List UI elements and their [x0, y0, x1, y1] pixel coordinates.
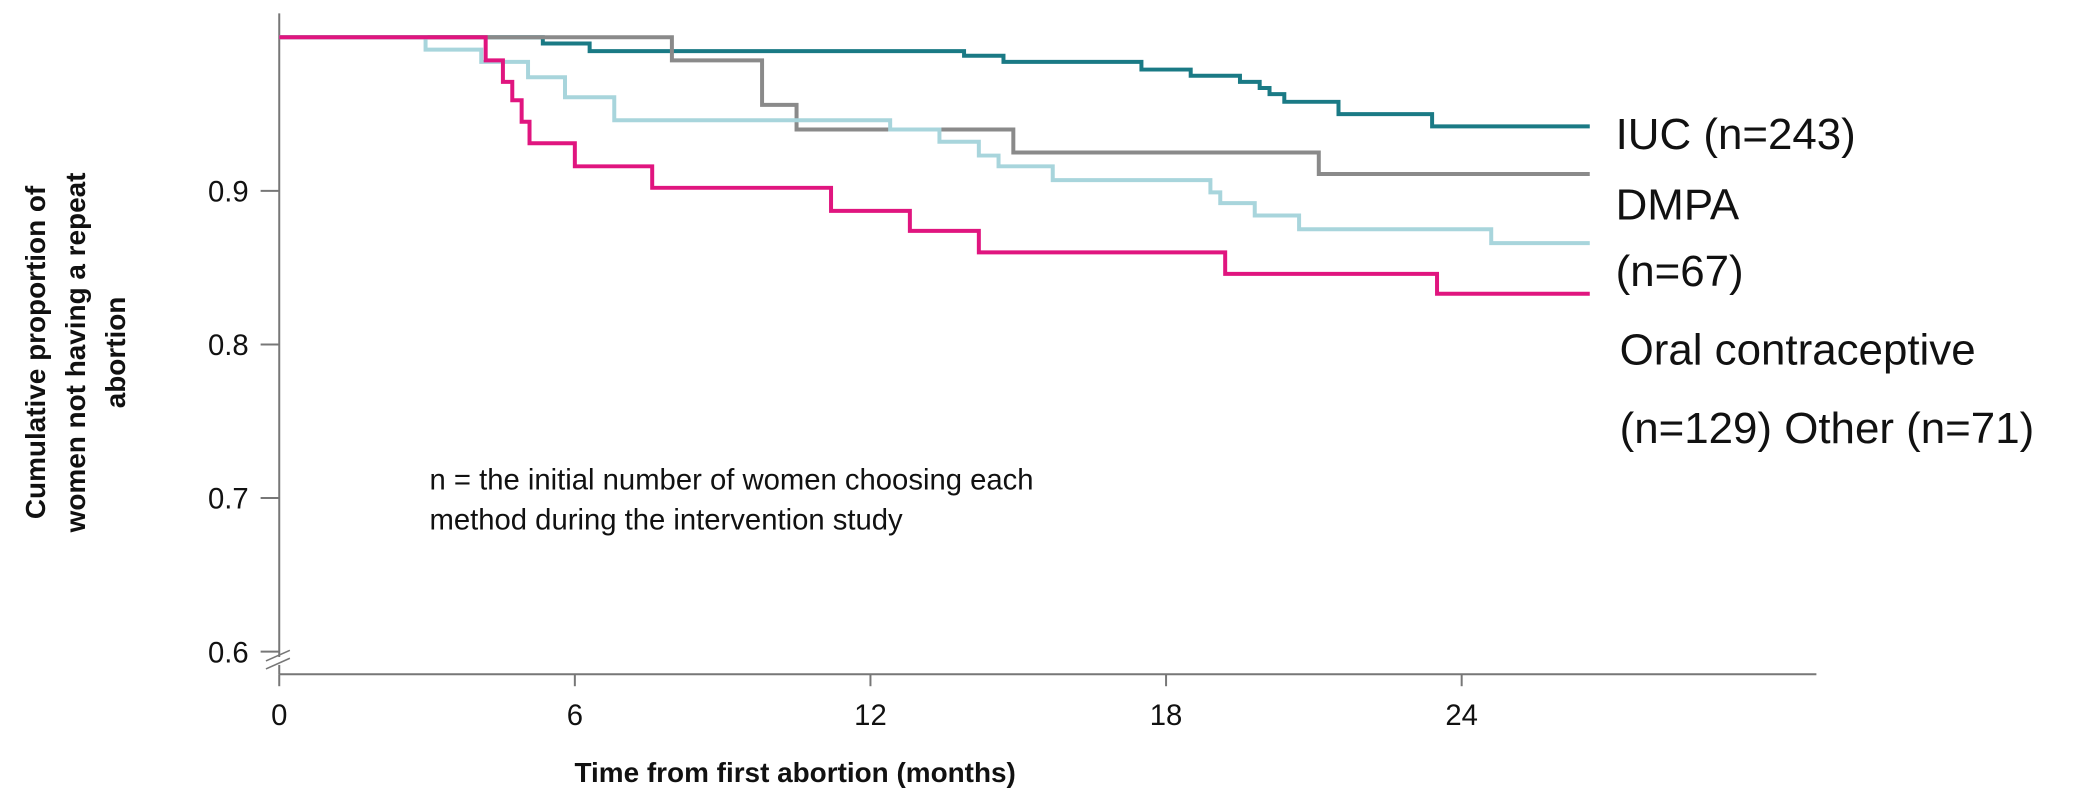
annotation: n = the initial number of women choosing… [429, 464, 1033, 496]
x-axis-title: Time from first abortion (months) [575, 757, 1016, 788]
legend-label: (n=129) Other (n=71) [1620, 404, 2035, 453]
legend-label: (n=67) [1616, 247, 1744, 296]
x-tick-label: 24 [1445, 700, 1478, 732]
survival-line [279, 35, 1590, 129]
y-tick-label: 0.9 [208, 177, 249, 209]
survival-line [279, 35, 1590, 176]
y-axis-title-line: abortion [100, 297, 131, 409]
y-tick-label: 0.8 [208, 330, 249, 362]
legend-label: Oral contraceptive [1620, 325, 1976, 374]
x-tick-label: 6 [567, 700, 583, 732]
legend-label: DMPA [1616, 180, 1740, 229]
legend-label: IUC (n=243) [1616, 110, 1856, 159]
axis-break [265, 649, 291, 662]
y-axis-title-line: Cumulative proportion of [20, 185, 51, 519]
x-tick-label: 0 [271, 700, 287, 732]
y-tick-label: 0.7 [208, 484, 249, 516]
y-axis-title: Cumulative proportion of women not havin… [20, 173, 131, 534]
x-tick-label: 18 [1150, 700, 1183, 732]
annotation: method during the intervention study [429, 504, 903, 536]
x-tick-label: 12 [854, 700, 887, 732]
y-axis-title-line: women not having a repeat [60, 173, 91, 534]
y-tick-label: 0.6 [208, 637, 249, 669]
axis-break [265, 657, 291, 670]
survival-line [279, 35, 1590, 246]
survival-line [279, 35, 1590, 296]
